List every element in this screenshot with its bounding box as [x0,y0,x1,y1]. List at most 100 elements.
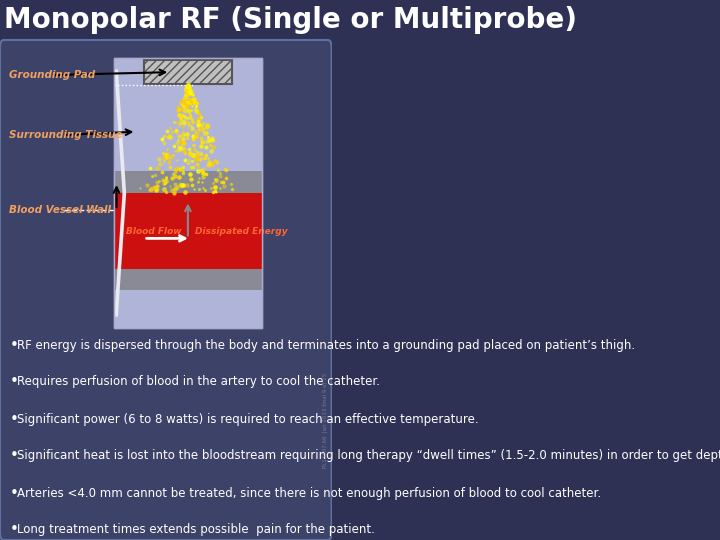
Point [212,166,223,174]
Point [221,166,233,174]
Point [181,84,192,93]
Point [193,149,204,158]
Text: Long treatment times extends possible  pain for the patient.: Long treatment times extends possible pa… [17,523,374,537]
Point [163,154,175,163]
Point [194,141,206,150]
Point [169,179,181,188]
Point [181,82,193,90]
Point [186,124,197,133]
Point [202,154,214,163]
Point [158,154,170,163]
Point [200,128,212,137]
Point [161,152,172,160]
Point [181,86,193,94]
Point [182,103,194,112]
Point [185,163,197,171]
Point [207,136,219,145]
Point [182,106,194,114]
Point [192,147,203,156]
Point [201,122,212,130]
Point [163,133,174,141]
Point [189,104,201,113]
Point [176,105,187,114]
Point [195,147,207,156]
Point [186,152,197,160]
Point [169,168,181,177]
Point [185,97,197,106]
Point [181,114,193,123]
Point [176,119,187,127]
Point [168,141,179,150]
Point [181,82,193,91]
Point [205,160,217,168]
Point [166,128,178,137]
Point [171,156,183,164]
Text: Dissipated Energy: Dissipated Energy [195,227,288,237]
Point [207,187,218,196]
Point [171,183,183,191]
Point [150,185,162,194]
Point [174,145,186,153]
Point [189,140,200,149]
Text: •: • [10,375,19,389]
Point [158,179,170,187]
Point [190,99,202,107]
Point [186,102,197,110]
Point [192,153,203,161]
Point [151,178,163,186]
Point [164,181,176,190]
Point [177,168,189,177]
Point [170,126,181,135]
Point [220,164,231,173]
Point [177,167,189,176]
Point [199,186,210,195]
Point [201,137,212,146]
Point [181,107,193,116]
Point [141,181,153,190]
Point [204,141,215,150]
Point [181,84,193,92]
Bar [144,60,232,84]
Point [161,150,172,159]
Point [169,172,181,181]
Point [177,180,189,189]
Polygon shape [114,69,126,316]
Point [188,97,199,106]
Point [187,98,199,106]
Point [187,131,199,140]
Point [181,97,193,106]
Point [190,154,202,163]
Point [201,123,212,131]
Point [199,154,210,163]
Text: Arteries <4.0 mm cannot be treated, since there is not enough perfusion of blood: Arteries <4.0 mm cannot be treated, sinc… [17,487,600,500]
Point [151,164,163,172]
Point [206,184,217,193]
Text: •: • [10,449,19,463]
Point [195,168,207,177]
Point [156,167,168,176]
Point [210,157,221,166]
Point [193,120,204,129]
Point [197,137,208,145]
Bar [114,58,261,171]
Point [145,185,156,194]
Point [154,160,166,168]
Point [179,103,191,112]
Point [192,166,204,175]
Point [180,96,192,105]
Point [192,115,204,124]
Point [197,184,209,192]
Point [204,140,216,149]
Point [173,143,184,151]
Point [201,120,212,129]
Point [186,90,198,98]
Point [183,82,194,90]
Point [198,130,210,139]
Point [210,174,221,183]
Point [168,146,180,155]
Point [165,163,176,171]
Point [187,118,199,126]
Point [179,91,191,99]
Text: Monopolar RF (Single or Multiprobe): Monopolar RF (Single or Multiprobe) [4,6,577,34]
Point [188,98,199,106]
